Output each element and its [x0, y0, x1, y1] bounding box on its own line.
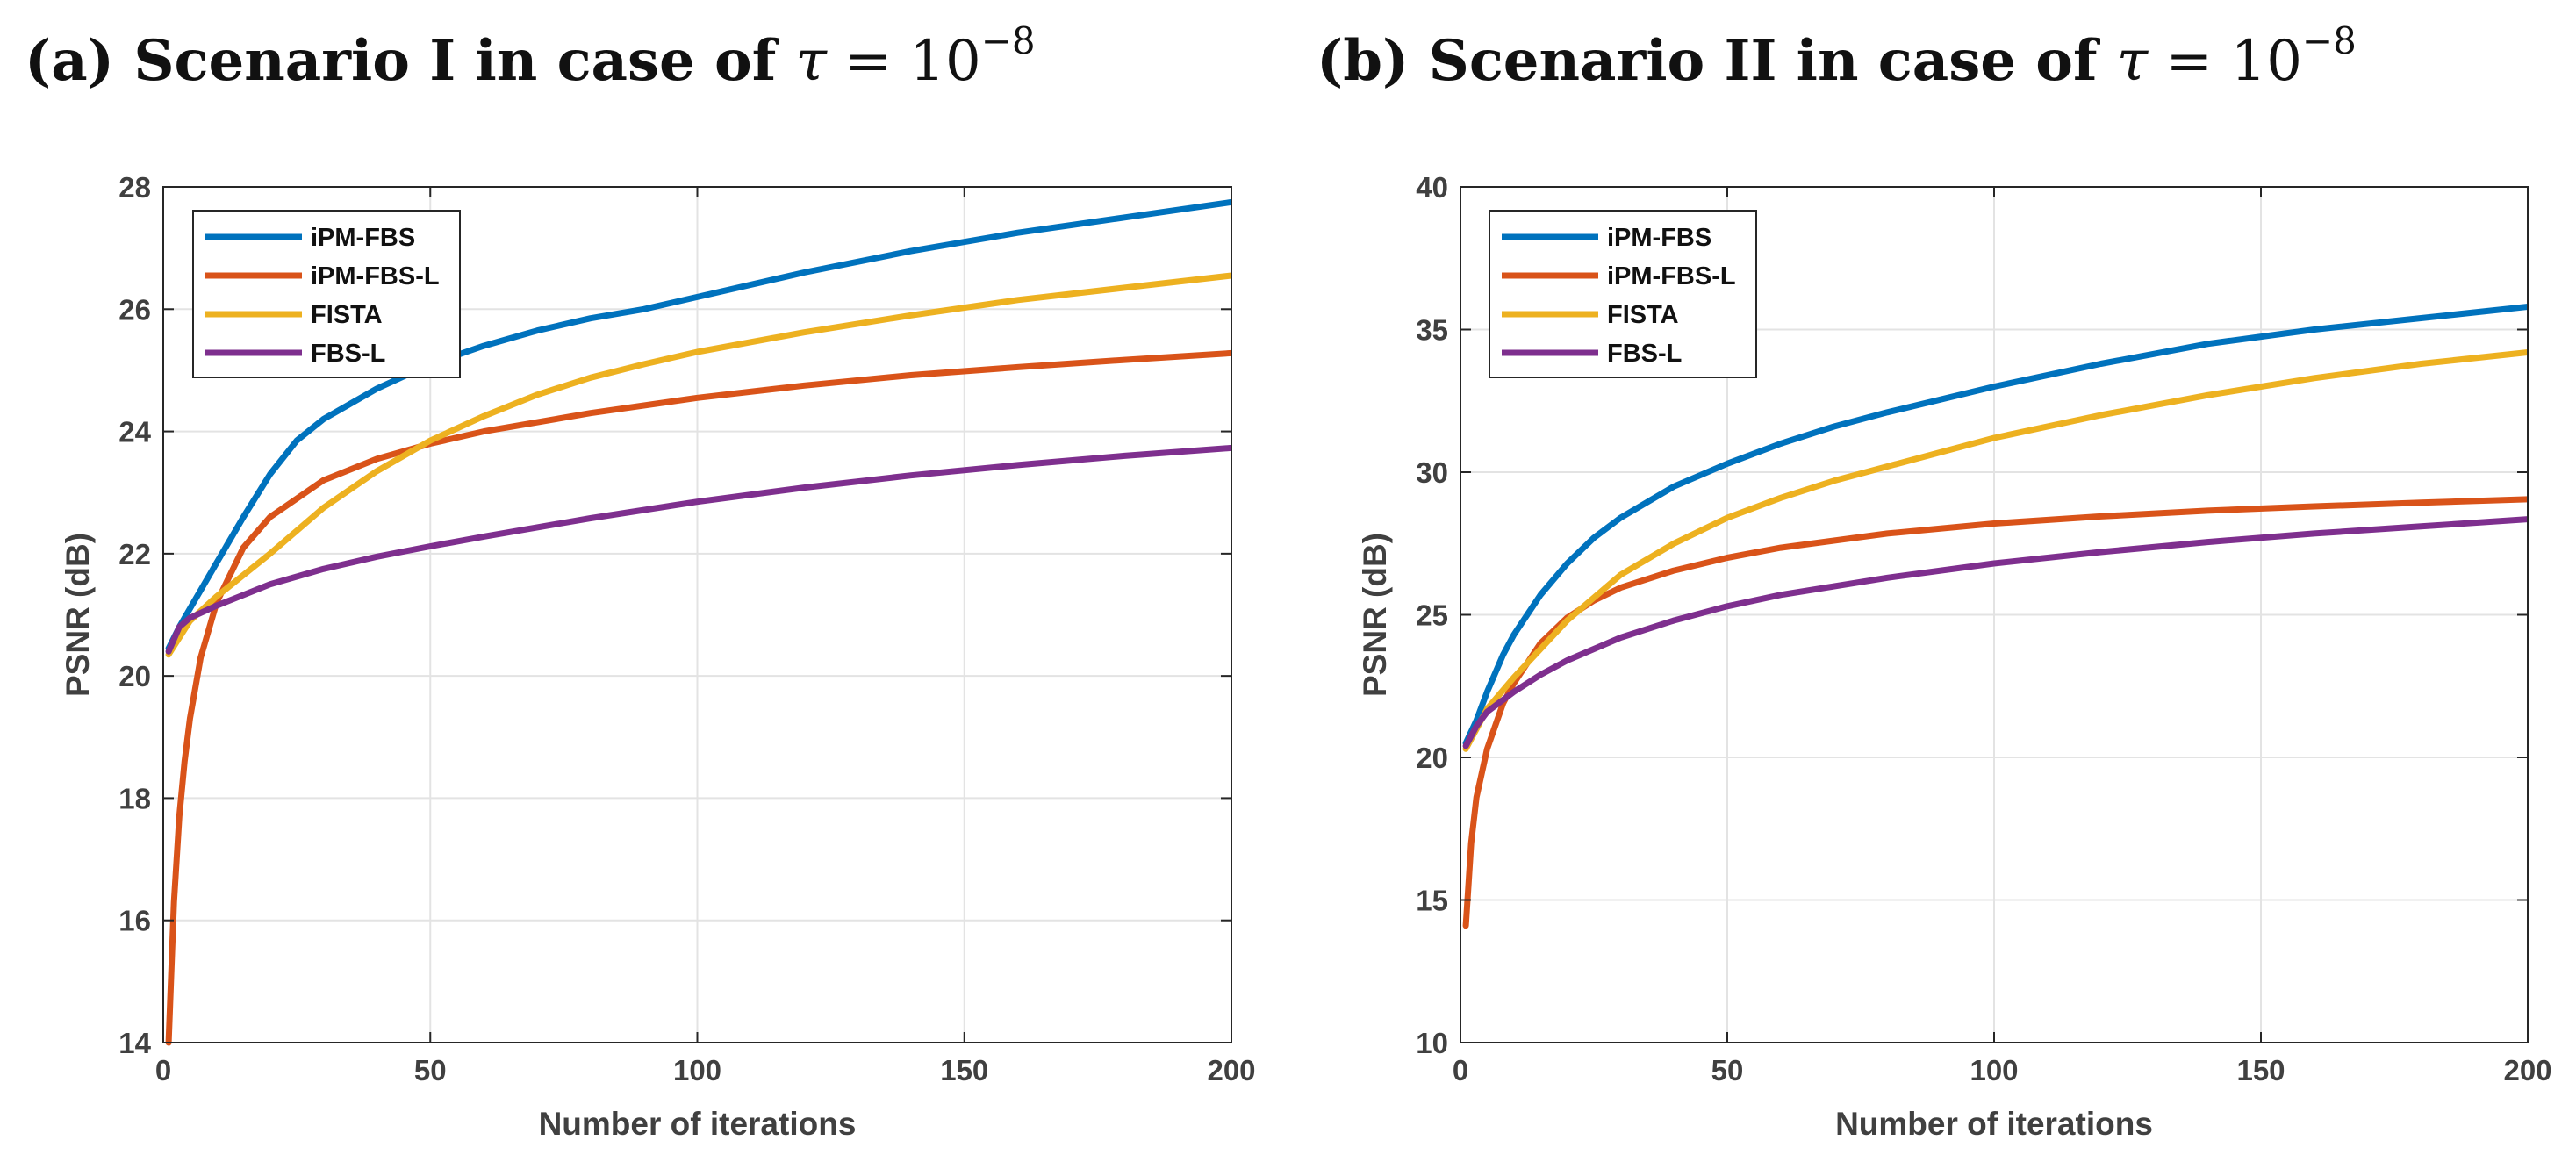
x-tick-label-b: 200 — [2503, 1054, 2551, 1087]
panel-b-title-symbol: τ — [2116, 29, 2149, 94]
series-line-a-fbs-l — [165, 444, 1231, 655]
legend-a: iPM-FBS iPM-FBS-L FISTA FBS-L — [192, 210, 461, 378]
panel-a-title-exponent: −8 — [980, 19, 1036, 62]
x-tick-label-b: 100 — [1970, 1054, 2018, 1087]
panel-a-title-prefix: (a) Scenario I in case of — [25, 28, 796, 94]
y-tick-label-a: 22 — [118, 538, 151, 570]
x-tick-label-a: 100 — [673, 1054, 721, 1087]
legend-label-a-fbs-l: FBS-L — [311, 340, 385, 368]
x-tick-label-b: 50 — [1711, 1054, 1744, 1087]
panel-a-title-symbol: τ — [795, 29, 827, 94]
y-axis-label-a: PSNR (dB) — [60, 533, 96, 697]
legend-label-b-fbs-l: FBS-L — [1607, 340, 1682, 368]
legend-label-b-ipm-fbs-l: iPM-FBS-L — [1607, 262, 1736, 290]
legend-label-a-fista: FISTA — [311, 301, 383, 329]
panel-b-title: (b) Scenario II in case of τ = 10−8 — [1317, 19, 2357, 94]
legend-label-a-ipm-fbs-l: iPM-FBS-L — [311, 262, 440, 290]
y-tick-label-a: 18 — [118, 782, 151, 814]
chart-panel-a: 0 50 100 150 200 14 16 18 20 22 24 26 28 Number of it… — [60, 171, 1256, 1142]
y-tick-label-a: 28 — [118, 171, 151, 204]
y-tick-label-a: 26 — [118, 293, 151, 326]
y-tick-label-b: 25 — [1416, 599, 1448, 632]
legend-b: iPM-FBS iPM-FBS-L FISTA FBS-L — [1489, 210, 1757, 378]
x-axis-label-a: Number of iterations — [539, 1106, 857, 1142]
series-line-b-fista — [1462, 349, 2528, 752]
y-tick-label-a: 20 — [118, 660, 151, 692]
y-tick-label-a: 14 — [118, 1027, 151, 1059]
x-tick-label-a: 200 — [1207, 1054, 1255, 1087]
x-tick-label-a: 0 — [155, 1054, 171, 1087]
y-tick-label-b: 15 — [1416, 885, 1448, 917]
chart-panel-b: 0 50 100 150 200 10 15 20 25 30 35 40 Number of iter… — [1357, 171, 2552, 1142]
legend-label-b-ipm-fbs: iPM-FBS — [1607, 224, 1711, 252]
panel-b-title-exponent: −8 — [2301, 19, 2357, 62]
panel-a-title: (a) Scenario I in case of τ = 10−8 — [25, 19, 1036, 94]
y-tick-label-b: 35 — [1416, 314, 1448, 347]
x-tick-label-b: 0 — [1453, 1054, 1468, 1087]
y-tick-label-b: 40 — [1416, 171, 1448, 204]
y-tick-label-a: 24 — [118, 416, 151, 448]
series-line-b-ipm-fbs — [1462, 304, 2528, 747]
x-tick-label-b: 150 — [2236, 1054, 2285, 1087]
series-line-a-ipm-fbs-l — [165, 349, 1231, 1046]
x-axis-label-b: Number of iterations — [1835, 1106, 2153, 1142]
series-line-b-fbs-l — [1462, 516, 2528, 749]
x-tick-label-a: 50 — [414, 1054, 447, 1087]
panel-b-title-equals: = 10 — [2148, 29, 2302, 94]
y-tick-label-b: 30 — [1416, 456, 1448, 489]
series-line-b-ipm-fbs-l — [1462, 496, 2528, 929]
series-line-a-fista — [165, 272, 1231, 658]
y-tick-label-b: 10 — [1416, 1027, 1448, 1059]
panel-a-title-equals: = 10 — [826, 29, 981, 94]
y-axis-label-b: PSNR (dB) — [1357, 533, 1393, 697]
panel-b-title-prefix: (b) Scenario II in case of — [1317, 28, 2117, 94]
legend-label-a-ipm-fbs: iPM-FBS — [311, 224, 415, 252]
legend-label-b-fista: FISTA — [1607, 301, 1679, 329]
x-tick-label-a: 150 — [940, 1054, 988, 1087]
y-tick-label-b: 20 — [1416, 742, 1448, 774]
y-tick-label-a: 16 — [118, 905, 151, 937]
